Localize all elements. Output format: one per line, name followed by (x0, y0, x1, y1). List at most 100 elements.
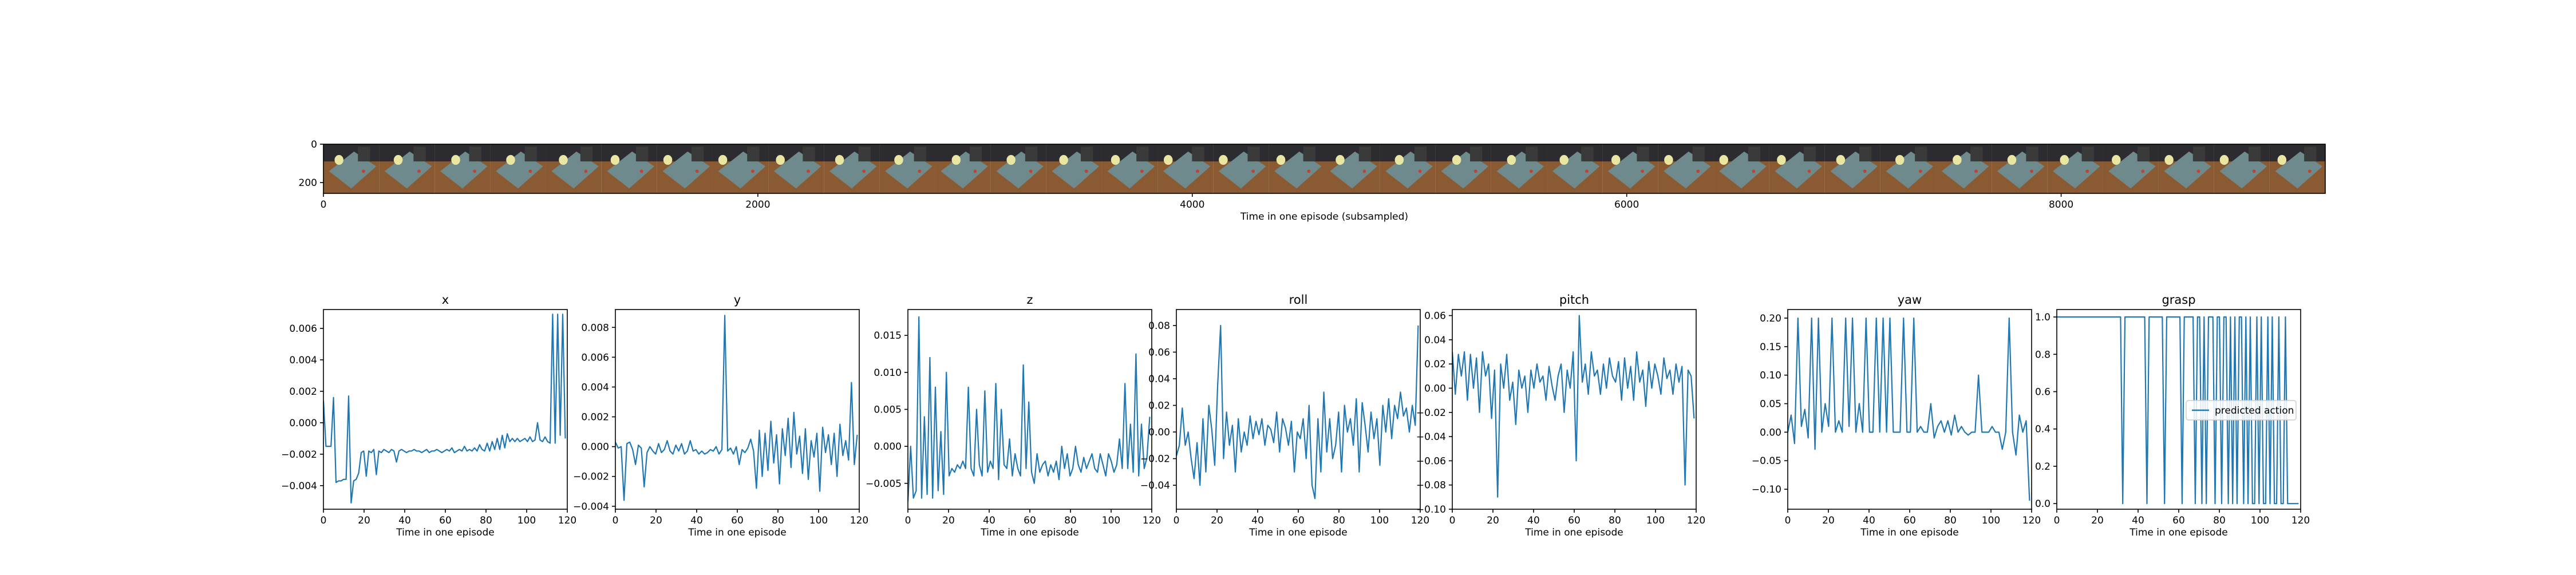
x-tick-label: 40 (1251, 515, 1264, 526)
y-tick-label: −0.10 (1416, 504, 1446, 515)
subplot-roll: 0 20 40 60 80 100 120 −0.04 −0.02 0.00 0.02 0.04 0.0… (1140, 293, 1429, 538)
y-tick-label: 0.00 (1760, 427, 1781, 438)
x-tick-label: 120 (850, 515, 868, 526)
subplot-grasp: 0 20 40 60 80 100 120 0.0 0.2 0.4 0.6 0.8 1.0 grasp Ti… (2035, 293, 2310, 538)
image-strip-x-label: Time in one episode (subsampled) (1240, 211, 1408, 223)
strip-frame (1992, 144, 2048, 193)
legend-label: predicted action (2215, 405, 2294, 417)
strip-x-tick-label: 2000 (745, 199, 770, 211)
legend-box (2186, 400, 2297, 421)
x-tick-label: 80 (1064, 515, 1077, 526)
x-tick-label: 80 (1944, 515, 1957, 526)
strip-frame (2047, 144, 2103, 193)
x-tick-label: 0 (2054, 515, 2060, 526)
y-tick-label: 0.006 (581, 352, 609, 363)
image-strip-x-ticks: 0 2000 4000 6000 8000 (321, 193, 2073, 211)
x-axis-label: Time in one episode (1249, 527, 1347, 538)
strip-frame (2103, 144, 2159, 193)
x-tick-label: 80 (1609, 515, 1621, 526)
subplot-yaw: 0 20 40 60 80 100 120 −0.10 −0.05 0.00 0.05 0.10 0.1… (1752, 293, 2041, 538)
action-subplots: 0 20 40 60 80 100 120−0.004−0.0020.0000.0020.0… (281, 293, 2310, 538)
strip-frame (1157, 144, 1214, 193)
strip-x-tick-label: 4000 (1180, 199, 1204, 211)
strip-frame (2158, 144, 2214, 193)
x-tick-label: 100 (2251, 515, 2269, 526)
x-axis-label: Time in one episode (396, 527, 494, 538)
strip-y-tick-label: 0 (311, 139, 317, 150)
x-tick-label: 40 (2132, 515, 2144, 526)
x-tick-label: 80 (2213, 515, 2226, 526)
y-tick-label: 0.10 (1760, 370, 1781, 382)
subplot-title: x (442, 293, 449, 307)
x-tick-label: 20 (942, 515, 955, 526)
strip-frame (990, 144, 1046, 193)
x-tick-label: 100 (1370, 515, 1389, 526)
y-tick-label: −0.08 (1416, 480, 1446, 491)
y-tick-label: −0.04 (1416, 431, 1446, 443)
strip-frame (1491, 144, 1547, 193)
subplot-pitch: 0 20 40 60 80 100 120 −0.10 −0.08 −0.06 −0.04 −0.02… (1416, 293, 1705, 538)
y-tick-label: 0.008 (581, 322, 609, 334)
y-tick-label: 0.015 (874, 330, 902, 342)
x-tick-label: 0 (1449, 515, 1456, 526)
plot-frame-x (323, 309, 568, 510)
series-line-pitch (1452, 315, 1695, 498)
strip-y-tick-label: 200 (299, 177, 317, 189)
strip-frame (657, 144, 713, 193)
strip-frame (1380, 144, 1436, 193)
y-tick-label: −0.02 (1140, 454, 1170, 465)
y-tick-label: 0.04 (1148, 374, 1170, 385)
strip-x-tick-label: 8000 (2049, 199, 2073, 211)
subplot-title: pitch (1559, 293, 1589, 307)
series-line-yaw (1788, 317, 2030, 501)
strip-frame (601, 144, 657, 193)
series-line-grasp (2057, 316, 2299, 505)
strip-frame (1269, 144, 1325, 193)
y-tick-label: −0.06 (1416, 455, 1446, 467)
y-tick-label: −0.004 (573, 501, 609, 513)
y-tick-label: 0.005 (874, 405, 902, 416)
subplot-y: 0 20 40 60 80 100 120 −0.004 −0.002 0.000 0.002 0.0… (573, 293, 868, 538)
subplot-x: 0 20 40 60 80 100 120 −0.004 −0.002 0.000 0.002 0.0… (281, 293, 576, 538)
y-tick-label: −0.002 (573, 471, 609, 483)
y-tick-label: −0.004 (281, 481, 317, 492)
x-tick-label: 100 (809, 515, 828, 526)
y-tick-label: 1.0 (2035, 312, 2050, 323)
subplot-title: y (734, 293, 741, 307)
x-axis-label: Time in one episode (1860, 527, 1958, 538)
x-tick-label: 120 (1143, 515, 1161, 526)
y-tick-label: 0.8 (2035, 349, 2050, 360)
legend: predicted action (2186, 400, 2297, 421)
x-tick-label: 0 (1174, 515, 1180, 526)
x-tick-label: 20 (1487, 515, 1499, 526)
x-tick-label: 60 (1292, 515, 1305, 526)
x-tick-label: 80 (480, 515, 492, 526)
y-tick-label: 0.20 (1760, 313, 1781, 324)
image-strip-frames (323, 144, 2325, 193)
x-tick-label: 120 (2291, 515, 2310, 526)
x-tick-label: 40 (983, 515, 995, 526)
x-tick-label: 60 (439, 515, 452, 526)
strip-frame (1936, 144, 1992, 193)
y-tick-label: 0.004 (581, 382, 609, 393)
strip-frame (824, 144, 880, 193)
image-strip-panel: 0 2000 4000 6000 8000 0 200 Time in one episo… (299, 139, 2326, 223)
image-strip-y-ticks: 0 200 (299, 139, 323, 189)
strip-frame (546, 144, 602, 193)
y-tick-label: 0.002 (581, 412, 609, 423)
series-line-z (908, 316, 1151, 502)
x-axis-label: Time in one episode (2129, 527, 2227, 538)
x-tick-label: 20 (1822, 515, 1835, 526)
y-tick-label: 0.02 (1424, 359, 1446, 370)
x-tick-label: 100 (1982, 515, 2000, 526)
x-tick-label: 40 (398, 515, 411, 526)
strip-frame (1602, 144, 1658, 193)
y-tick-label: 0.00 (1424, 383, 1446, 394)
strip-frame (1547, 144, 1603, 193)
y-tick-label: 0.000 (581, 442, 609, 453)
x-axis-label: Time in one episode (1524, 527, 1623, 538)
y-tick-label: 0.002 (289, 386, 317, 398)
y-tick-label: 0.06 (1424, 311, 1446, 322)
x-tick-label: 20 (1211, 515, 1223, 526)
x-axis-label: Time in one episode (688, 527, 786, 538)
